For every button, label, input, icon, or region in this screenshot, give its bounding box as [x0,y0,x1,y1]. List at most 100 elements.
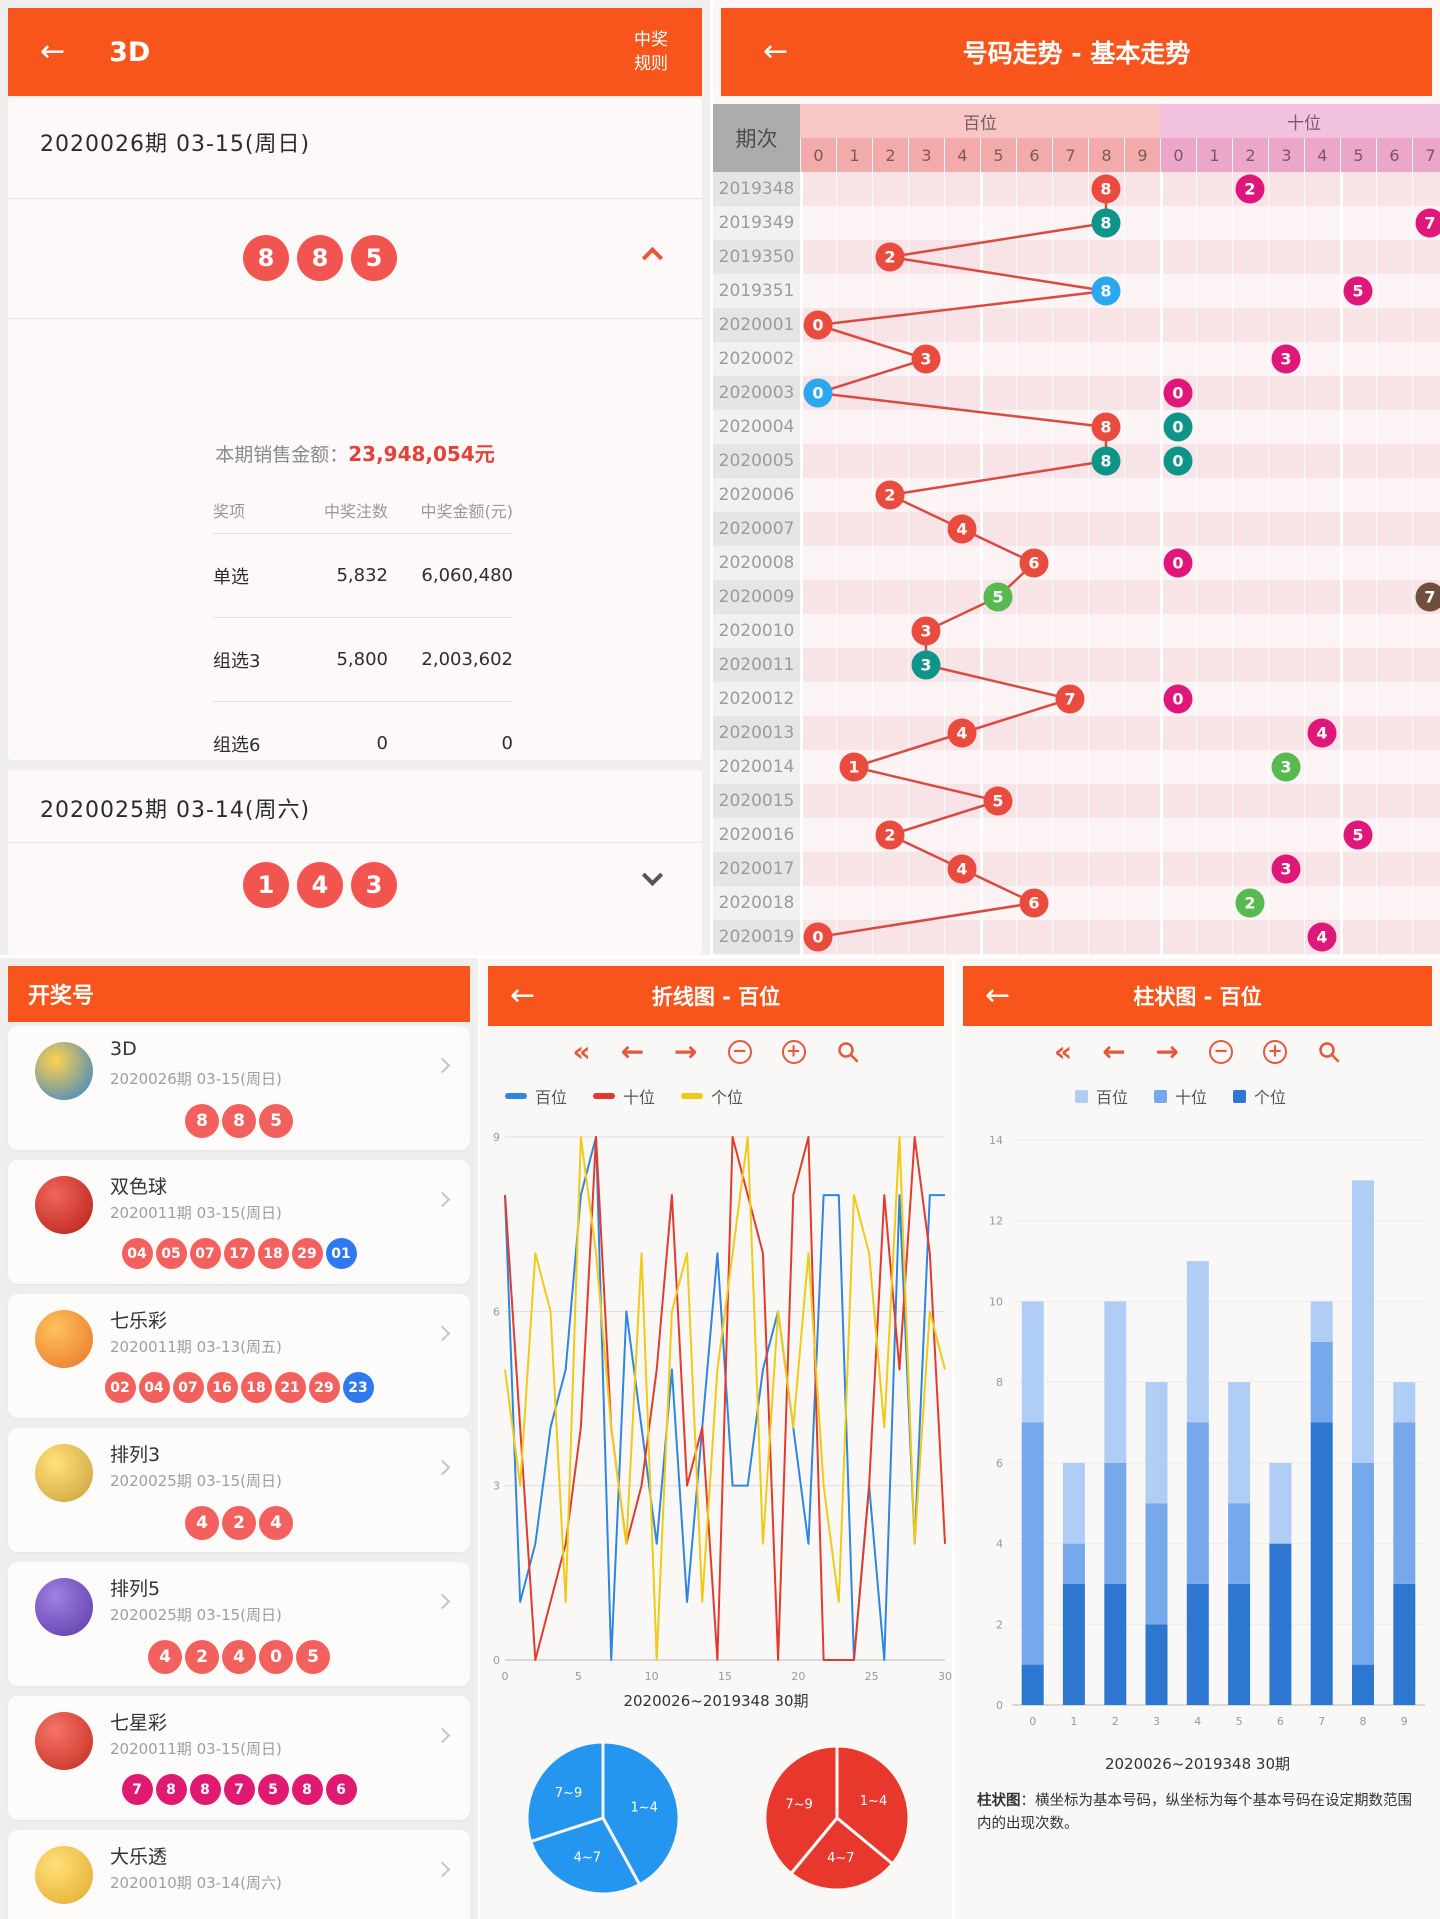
search-icon[interactable] [1317,1040,1341,1064]
page-title: 号码走势 - 基本走势 [962,39,1191,68]
legend-marker [593,1093,616,1099]
trend-ball-shi: 0 [1163,378,1193,408]
trend-body: 2019348 2019349 2019350 2019351 2020001 20200… [713,172,1440,955]
y-tick-label: 8 [996,1376,1003,1389]
step-forward-icon[interactable] [1156,1038,1179,1066]
fast-backward-icon[interactable] [572,1038,590,1066]
legend-item[interactable]: 十位 [593,1084,655,1108]
logo-ssq-icon [35,1176,93,1234]
trend-row-stripe [800,648,1440,682]
zoom-in-icon[interactable] [1263,1040,1288,1064]
trend-period-label: 2019350 [713,240,800,274]
trend-digit-header: 5 [980,138,1016,172]
list-item[interactable]: 七乐彩 2020011期 03-13(周五) 02 04 07 16 18 21 29 23 [8,1294,470,1418]
trend-period-label: 2020006 [713,478,800,512]
trend-ball-bai: 8 [1091,412,1121,442]
lottery-ball: 5 [257,1774,289,1805]
chevron-right-icon [434,1593,451,1610]
trend-line-layer [817,189,1108,939]
chevron-right-icon [434,1325,451,1342]
legend-label: 百位 [535,1088,568,1107]
list-item[interactable]: 七星彩 2020011期 03-15(周日) 7 8 8 7 5 8 6 [8,1696,470,1820]
list-item[interactable]: 排列5 2020025期 03-15(周日) 4 2 4 0 5 [8,1562,470,1686]
trend-ball-bai: 8 [1091,208,1121,238]
pie-slice-label: 1~4 [630,1800,657,1815]
y-tick-label: 4 [996,1538,1003,1551]
trend-digit-header: 1 [836,138,872,172]
bar-legend: 百位 十位 个位 [955,1082,1440,1110]
trend-gridline [1052,172,1053,955]
legend-item[interactable]: 个位 [681,1084,743,1108]
logo-pl3-icon [35,1444,93,1502]
lottery-ball: 17 [223,1238,255,1269]
trend-row-stripe [800,580,1440,614]
trend-digit-header: 6 [1016,138,1052,172]
lottery-ball: 07 [172,1372,204,1403]
trend-ball-shi: 5 [1343,820,1373,850]
list-item[interactable]: 3D 2020026期 03-15(周日) 8 8 5 [8,1026,470,1150]
pie-slice [525,1740,605,1844]
fast-backward-icon[interactable] [1054,1038,1072,1066]
expand-chevron-icon[interactable] [641,864,664,887]
trend-period-label: 2020016 [713,818,800,852]
trend-row-stripe [800,614,1440,648]
trend-ball-bai: 4 [947,854,977,884]
back-icon[interactable] [40,37,65,67]
bar-segment-个位 [1145,1624,1168,1705]
trend-ball-shi: 7 [1415,208,1440,238]
bar-segment-百位 [1021,1301,1044,1423]
y-tick-label: 14 [989,1134,1003,1147]
zoom-in-icon[interactable] [781,1040,806,1064]
trend-gridline [1376,172,1377,955]
prize-rules-line1: 中奖 [634,30,668,50]
legend-marker [505,1093,527,1099]
prize-rules-link[interactable]: 中奖 规则 [634,28,668,76]
trend-digit-header: 3 [908,138,944,172]
trend-ball-bai: 3 [911,650,941,680]
trend-ball-bai: 2 [875,820,905,850]
prize-amount: 2,003,602 [421,649,513,670]
bar-segment-百位 [1269,1462,1292,1544]
bar-segment-十位 [1186,1422,1209,1584]
zoom-out-icon[interactable] [1209,1040,1234,1064]
bar-segment-十位 [1145,1503,1168,1625]
prize-count: 5,800 [336,649,388,670]
trend-section-header: 十位 [1160,104,1440,138]
list-item[interactable]: 大乐透 2020010期 03-14(周六) [8,1830,470,1919]
trend-ball-bai: 0 [803,310,833,340]
step-backward-icon[interactable] [621,1038,644,1066]
pie-slice-label: 4~7 [574,1851,601,1866]
x-tick-label: 10 [645,1670,659,1683]
zoom-out-icon[interactable] [727,1040,752,1064]
sales-label: 本期销售金额： [215,444,349,466]
legend-item[interactable]: 百位 [505,1084,567,1108]
lottery-ball: 05 [155,1238,187,1269]
step-forward-icon[interactable] [674,1038,697,1066]
legend-item[interactable]: 百位 [1075,1084,1128,1108]
chevron-right-icon [434,1861,451,1878]
lottery-ball: 18 [257,1238,289,1269]
logo-pl5-icon [35,1578,93,1636]
legend-item[interactable]: 十位 [1154,1084,1207,1108]
lottery-ball: 6 [325,1774,357,1805]
trend-period-label: 2020012 [713,682,800,716]
bar-segment-十位 [1228,1503,1251,1584]
bar-segment-个位 [1021,1664,1044,1705]
search-icon[interactable] [836,1040,860,1064]
legend-item[interactable]: 个位 [1233,1084,1286,1108]
collapse-chevron-icon[interactable] [641,246,664,269]
step-backward-icon[interactable] [1102,1038,1125,1066]
lottery-ball: 4 [222,1640,256,1674]
trend-gridline [1412,172,1413,955]
trend-ball-bai: 8 [1091,446,1121,476]
list-item[interactable]: 排列3 2020025期 03-15(周日) 4 2 4 [8,1428,470,1552]
trend-row-stripe [800,546,1440,580]
bar-segment-百位 [1186,1261,1209,1423]
pie-slice-label: 1~4 [860,1794,887,1809]
bar-segment-个位 [1310,1422,1333,1705]
list-item[interactable]: 双色球 2020011期 03-15(周日) 04 05 07 17 18 29 01 [8,1160,470,1284]
